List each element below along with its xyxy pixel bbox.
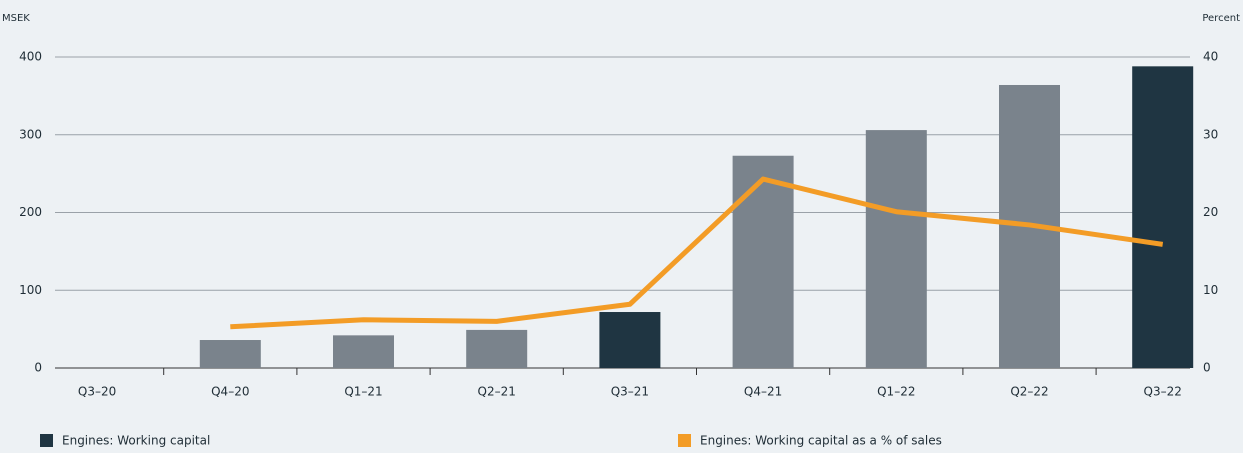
legend-swatch — [40, 434, 53, 447]
y2-tick-label: 10 — [1203, 283, 1218, 297]
y2-tick-label: 40 — [1203, 50, 1218, 64]
y-tick-label: 300 — [19, 127, 42, 141]
bar — [1132, 66, 1194, 368]
x-tick-label: Q2–22 — [1010, 385, 1048, 399]
bar — [333, 335, 394, 368]
y-tick-label: 0 — [34, 361, 42, 375]
y2-tick-label: 0 — [1203, 361, 1211, 375]
y-tick-label: 200 — [19, 205, 42, 219]
x-tick-label: Q3–22 — [1144, 385, 1182, 399]
x-tick-label: Q4–21 — [744, 385, 782, 399]
x-tick-label: Q2–21 — [478, 385, 516, 399]
y2-tick-label: 30 — [1203, 127, 1218, 141]
y-tick-label: 400 — [19, 50, 42, 64]
bar — [199, 340, 261, 368]
x-tick-label: Q4–20 — [211, 385, 249, 399]
x-tick-label: Q3–21 — [611, 385, 649, 399]
y-axis-label: MSEK — [2, 13, 30, 24]
y2-tick-label: 20 — [1203, 205, 1218, 219]
bar — [599, 312, 661, 368]
x-tick-label: Q1–21 — [344, 385, 382, 399]
bar — [466, 329, 528, 368]
y-tick-label: 100 — [19, 283, 42, 297]
bar — [732, 155, 794, 368]
legend-swatch — [678, 434, 691, 447]
legend-label: Engines: Working capital — [62, 434, 210, 448]
x-tick-label: Q3–20 — [78, 385, 116, 399]
legend-label: Engines: Working capital as a % of sales — [700, 434, 942, 448]
x-tick-label: Q1–22 — [877, 385, 915, 399]
bar — [865, 130, 927, 368]
y2-axis-label: Percent — [1202, 13, 1240, 24]
line — [230, 176, 1164, 330]
